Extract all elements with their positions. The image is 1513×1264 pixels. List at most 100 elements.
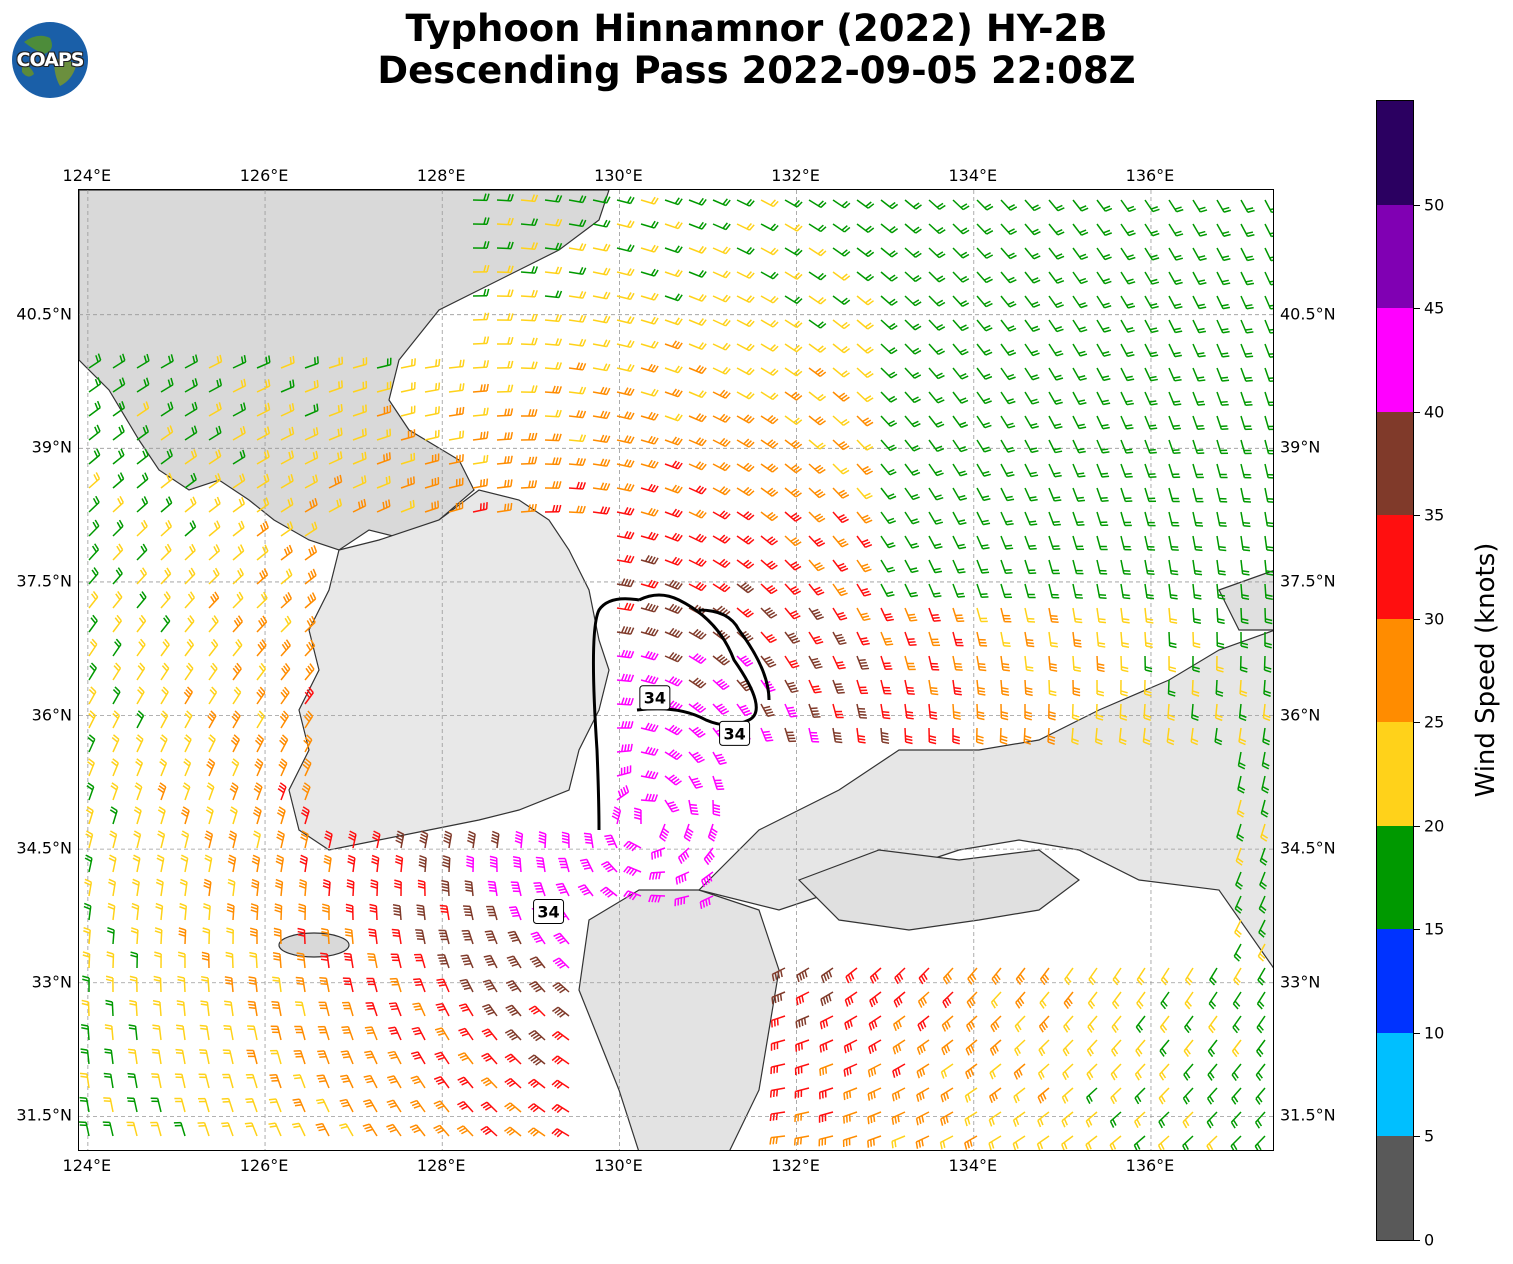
wind-barb bbox=[880, 487, 897, 500]
wind-barb bbox=[280, 592, 293, 609]
wind-barb bbox=[965, 1039, 978, 1056]
wind-barb bbox=[1168, 439, 1181, 454]
wind-barb bbox=[317, 1050, 330, 1065]
wind-barb bbox=[280, 686, 290, 705]
wind-barb bbox=[1071, 727, 1079, 746]
wind-barb bbox=[280, 379, 295, 393]
wind-barb bbox=[616, 743, 633, 753]
colorbar-tick bbox=[1414, 825, 1420, 827]
wind-barb bbox=[1144, 319, 1159, 334]
wind-barb bbox=[736, 319, 755, 328]
wind-barb bbox=[202, 927, 211, 945]
wind-barb bbox=[1000, 583, 1013, 599]
wind-barb bbox=[538, 831, 547, 849]
lon-tick-top: 130°E bbox=[594, 166, 643, 185]
wind-barb bbox=[208, 354, 223, 369]
wind-barb bbox=[736, 247, 755, 255]
wind-barb bbox=[616, 554, 635, 564]
wind-barb bbox=[1207, 1063, 1218, 1081]
wind-barb bbox=[1256, 1039, 1266, 1058]
wind-barb bbox=[489, 855, 498, 873]
wind-barb bbox=[688, 294, 707, 302]
wind-barb bbox=[160, 425, 174, 441]
wind-barb bbox=[1072, 391, 1087, 406]
wind-barb bbox=[760, 367, 779, 376]
wind-barb bbox=[611, 806, 622, 825]
wind-barb bbox=[1000, 271, 1017, 284]
wind-barb bbox=[304, 545, 318, 561]
wind-barb bbox=[808, 487, 826, 499]
wind-barb bbox=[1048, 295, 1064, 309]
wind-barb bbox=[736, 438, 755, 448]
wind-barb bbox=[1048, 679, 1057, 697]
wind-barb bbox=[291, 1122, 306, 1137]
wind-barb bbox=[1024, 223, 1041, 236]
wind-barb bbox=[512, 856, 522, 873]
wind-barb bbox=[712, 366, 731, 375]
wind-barb bbox=[112, 614, 122, 633]
wind-barb bbox=[1264, 415, 1273, 431]
wind-barb bbox=[832, 703, 844, 719]
wind-barb bbox=[928, 223, 946, 235]
wind-barb bbox=[688, 245, 707, 254]
wind-barb bbox=[345, 903, 354, 921]
wind-barb bbox=[856, 439, 874, 451]
wind-barb bbox=[424, 358, 441, 369]
wind-barb bbox=[1013, 1087, 1026, 1104]
wind-barb bbox=[568, 267, 587, 275]
wind-barb bbox=[1240, 631, 1249, 649]
wind-barb bbox=[1119, 703, 1128, 721]
wind-barb bbox=[112, 472, 125, 489]
wind-barb bbox=[1240, 295, 1254, 310]
wind-barb bbox=[904, 247, 922, 258]
wind-barb bbox=[505, 980, 522, 993]
wind-barb bbox=[388, 1026, 402, 1041]
wind-barb bbox=[784, 319, 803, 329]
wind-barb bbox=[527, 1127, 546, 1137]
wind-barb bbox=[1048, 199, 1065, 212]
wind-barb bbox=[1120, 271, 1136, 285]
wind-barb bbox=[184, 401, 198, 417]
wind-barb bbox=[568, 290, 587, 299]
wind-barb bbox=[443, 830, 453, 849]
wind-barb bbox=[418, 854, 427, 873]
wind-barb bbox=[976, 343, 993, 356]
wind-barb bbox=[616, 435, 635, 444]
wind-barb bbox=[1240, 271, 1255, 286]
wind-barb bbox=[760, 559, 778, 570]
wind-barb bbox=[988, 1135, 1002, 1150]
wind-barb bbox=[832, 487, 850, 499]
wind-barb bbox=[176, 1000, 186, 1017]
wind-barb bbox=[916, 1039, 930, 1055]
wind-barb bbox=[794, 1087, 810, 1099]
wind-barb bbox=[784, 655, 800, 669]
wind-barb bbox=[664, 532, 683, 542]
wind-barb bbox=[520, 337, 538, 346]
wind-barb bbox=[88, 400, 101, 417]
wind-barb bbox=[394, 879, 402, 897]
wind-barb bbox=[1192, 343, 1206, 358]
wind-barb bbox=[736, 391, 755, 400]
wind-barb bbox=[1120, 295, 1136, 309]
wind-barb bbox=[640, 316, 659, 325]
wind-barb bbox=[688, 726, 706, 738]
wind-barb bbox=[83, 926, 91, 945]
wind-barb bbox=[520, 385, 538, 393]
wind-barb bbox=[904, 199, 922, 210]
wind-barb bbox=[1136, 967, 1146, 986]
wind-barb bbox=[342, 977, 354, 993]
wind-barb bbox=[483, 954, 498, 969]
wind-barb bbox=[616, 483, 635, 492]
wind-barb bbox=[579, 858, 594, 873]
wind-barb bbox=[819, 1015, 834, 1030]
wind-barb bbox=[952, 415, 968, 429]
wind-barb bbox=[160, 662, 170, 681]
wind-barb bbox=[400, 358, 416, 369]
wind-barb bbox=[856, 655, 870, 670]
wind-barb bbox=[867, 1063, 882, 1078]
wind-barb bbox=[155, 902, 164, 921]
wind-barb bbox=[441, 879, 450, 897]
wind-barb bbox=[832, 391, 850, 402]
wind-barb bbox=[1216, 415, 1229, 431]
wind-barb bbox=[160, 543, 172, 561]
